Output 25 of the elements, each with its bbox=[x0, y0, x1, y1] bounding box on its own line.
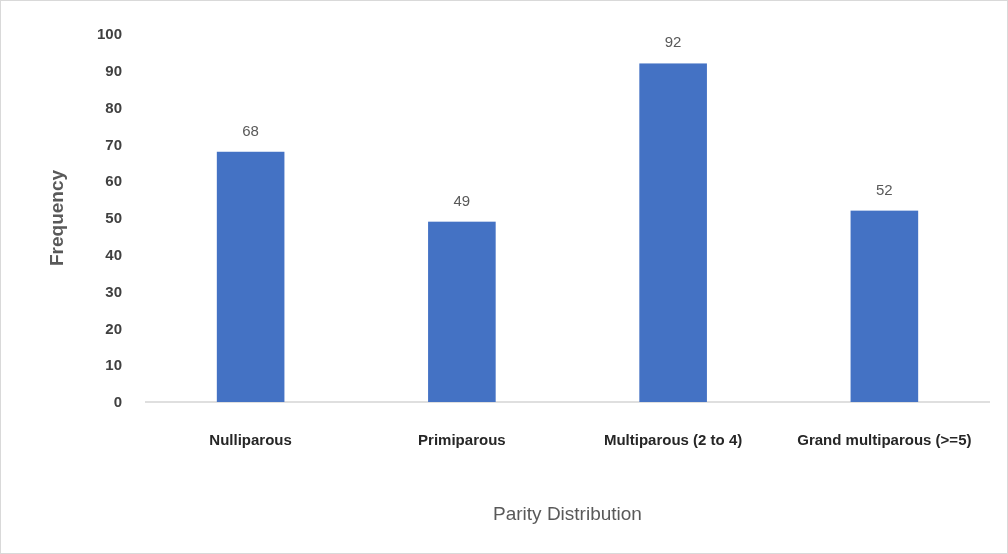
bar bbox=[428, 221, 496, 402]
y-tick-label: 100 bbox=[96, 25, 122, 43]
data-label: 68 bbox=[242, 121, 259, 139]
data-label: 49 bbox=[453, 191, 471, 209]
y-tick-label: 0 bbox=[113, 393, 122, 411]
bar bbox=[639, 63, 707, 402]
bar bbox=[216, 151, 285, 402]
y-tick-label: 70 bbox=[105, 135, 122, 153]
y-tick-label: 40 bbox=[105, 246, 122, 264]
y-tick-label: 50 bbox=[105, 209, 122, 227]
data-label: 92 bbox=[664, 33, 682, 51]
bar bbox=[850, 210, 919, 402]
y-tick-label: 30 bbox=[105, 282, 122, 300]
x-tick-label: Multiparous (2 to 4) bbox=[603, 431, 743, 448]
y-tick-label: 90 bbox=[105, 62, 122, 80]
data-label: 52 bbox=[876, 180, 893, 198]
x-tick-label: Nulliparous bbox=[209, 431, 292, 448]
y-tick-label: 10 bbox=[105, 356, 122, 374]
y-tick-label: 20 bbox=[105, 319, 122, 337]
x-tick-label: Primiparous bbox=[418, 431, 506, 448]
y-tick-label: 80 bbox=[105, 98, 122, 116]
x-axis-title: Parity Distribution bbox=[493, 503, 642, 524]
y-tick-label: 60 bbox=[105, 172, 122, 190]
x-tick-label: Grand multiparous (>=5) bbox=[797, 431, 972, 448]
y-axis-title: Frequency bbox=[46, 169, 67, 267]
